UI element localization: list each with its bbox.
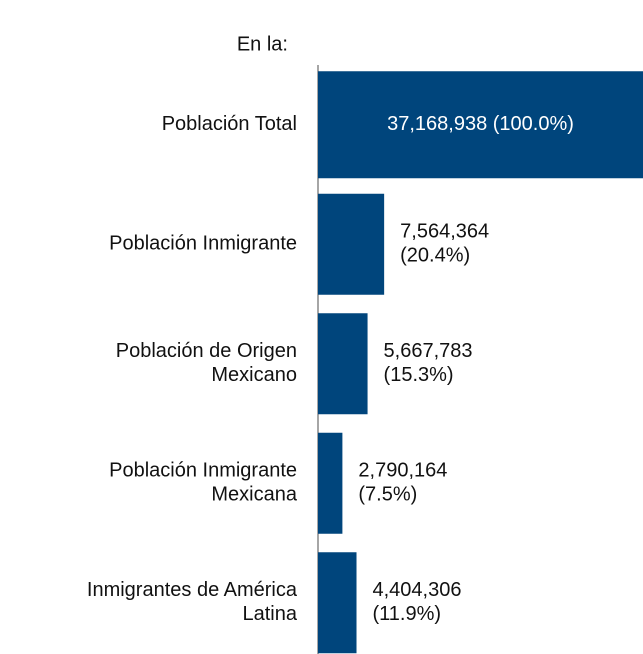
value-label: (7.5%) [358,484,417,506]
chart-title: En la: [237,33,288,55]
category-label: Inmigrantes de América [87,579,298,601]
category-label: Población Inmigrante [109,233,297,255]
category-label: Población Inmigrante [109,460,297,482]
category-label: Mexicano [211,364,297,386]
category-label: Población Total [162,113,297,135]
value-label: (15.3%) [384,364,454,386]
category-label: Latina [243,603,298,625]
value-label: 7,564,364 [400,221,489,243]
bar [318,71,643,179]
value-label: 2,790,164 [358,460,447,482]
value-label: (11.9%) [373,603,442,625]
category-label: Mexicana [211,484,297,506]
value-label: 4,404,306 [373,579,462,601]
value-label: 5,667,783 [384,340,473,362]
category-label: Población de Origen [116,340,297,362]
bar [318,193,385,295]
value-label: 37,168,938 (100.0%) [387,113,574,135]
value-label: (20.4%) [400,245,470,267]
bar [318,552,357,654]
bar [318,432,343,534]
bar [318,313,368,415]
